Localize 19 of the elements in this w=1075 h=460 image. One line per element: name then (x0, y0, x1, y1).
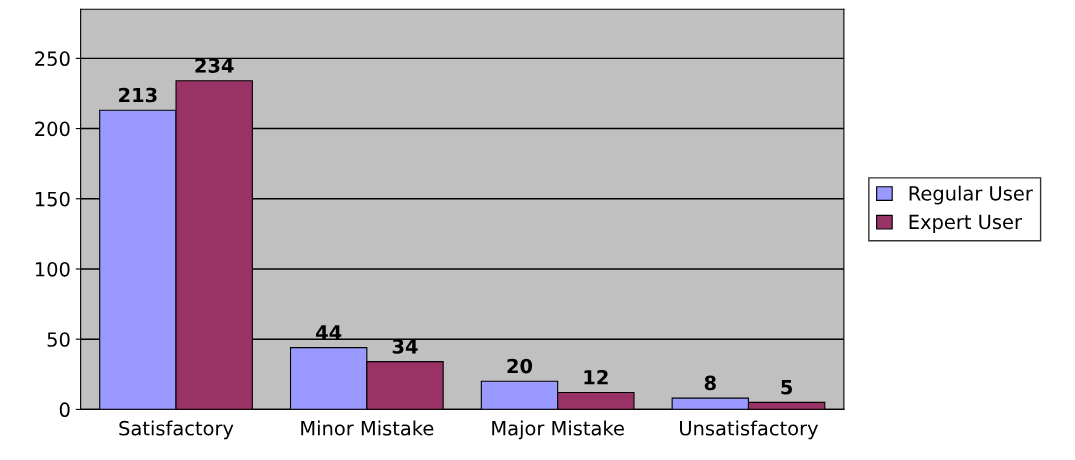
x-tick-label: Major Mistake (492, 420, 624, 440)
y-tick-label: 250 (35, 51, 70, 67)
y-tick-label: 100 (35, 261, 70, 277)
data-label: 12 (584, 369, 608, 385)
data-label: 20 (507, 358, 533, 374)
data-label: 8 (704, 375, 716, 391)
y-tick-label: 200 (35, 121, 70, 137)
data-label: 213 (119, 87, 157, 103)
data-label: 5 (781, 379, 793, 395)
x-tick-label: Unsatisfactory (680, 420, 819, 440)
y-tick-label: 150 (35, 191, 70, 207)
legend-label: Regular User (909, 185, 1033, 205)
data-label: 234 (195, 58, 234, 73)
x-tick-label: Satisfactory (119, 420, 234, 440)
x-tick-label: Minor Mistake (301, 420, 434, 436)
y-tick-label: 50 (47, 332, 70, 347)
y-tick-label: 0 (59, 402, 70, 418)
data-label: 44 (316, 325, 342, 340)
legend-label: Expert User (909, 214, 1022, 233)
